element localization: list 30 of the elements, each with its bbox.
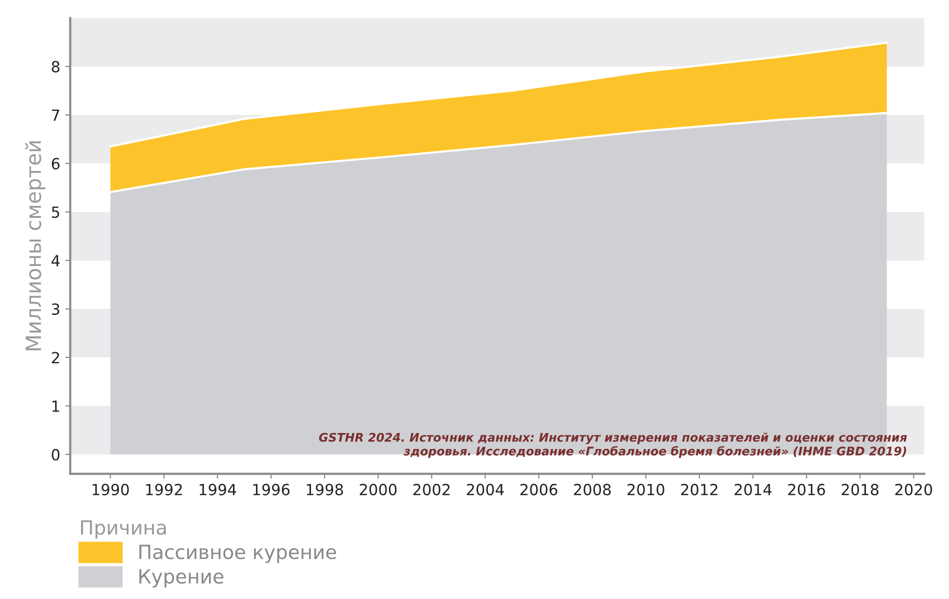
x-tick-label: 1994 (200, 484, 236, 496)
y-tick-label: 8 (52, 60, 60, 72)
x-tick-label: 2000 (360, 484, 397, 496)
x-tick-label: 1998 (306, 484, 343, 496)
x-tick-label: 2006 (520, 484, 558, 496)
legend-label: Пассивное курение (139, 544, 336, 564)
y-tick-label: 7 (52, 110, 60, 121)
x-tick-label: 2004 (466, 484, 504, 496)
y-tick-label: 3 (52, 303, 60, 315)
x-tick-label: 1990 (92, 484, 129, 496)
y-axis-title: Миллионы смертей (25, 141, 46, 350)
legend-label: Курение (139, 569, 224, 588)
x-tick-label: 2002 (413, 484, 450, 496)
y-tick-label: 5 (52, 206, 60, 218)
y-tick-label: 1 (52, 400, 60, 412)
x-tick-label: 1992 (146, 484, 182, 496)
y-tick-label: 0 (52, 448, 60, 460)
legend-title: Причина (81, 520, 166, 539)
y-tick-label: 2 (52, 352, 59, 364)
x-tick-label: 2010 (628, 484, 664, 496)
x-tick-label: 2018 (842, 484, 878, 496)
y-tick-label: 4 (52, 255, 60, 266)
x-tick-label: 2014 (734, 484, 772, 496)
x-tick-label: 2020 (895, 484, 932, 496)
y-tick-label: 6 (52, 158, 60, 170)
x-tick-label: 1996 (253, 484, 290, 496)
annotation: GSTHR 2024. Источник данных: Институт измерения показателей и оценки состояния здоровья. Исследование «Глобальное бремя болезней» (IHME GBD 2019) (319, 432, 907, 458)
x-tick-label: 2016 (788, 484, 825, 496)
x-tick-label: 2008 (574, 484, 611, 496)
x-tick-label: 2012 (681, 484, 718, 496)
